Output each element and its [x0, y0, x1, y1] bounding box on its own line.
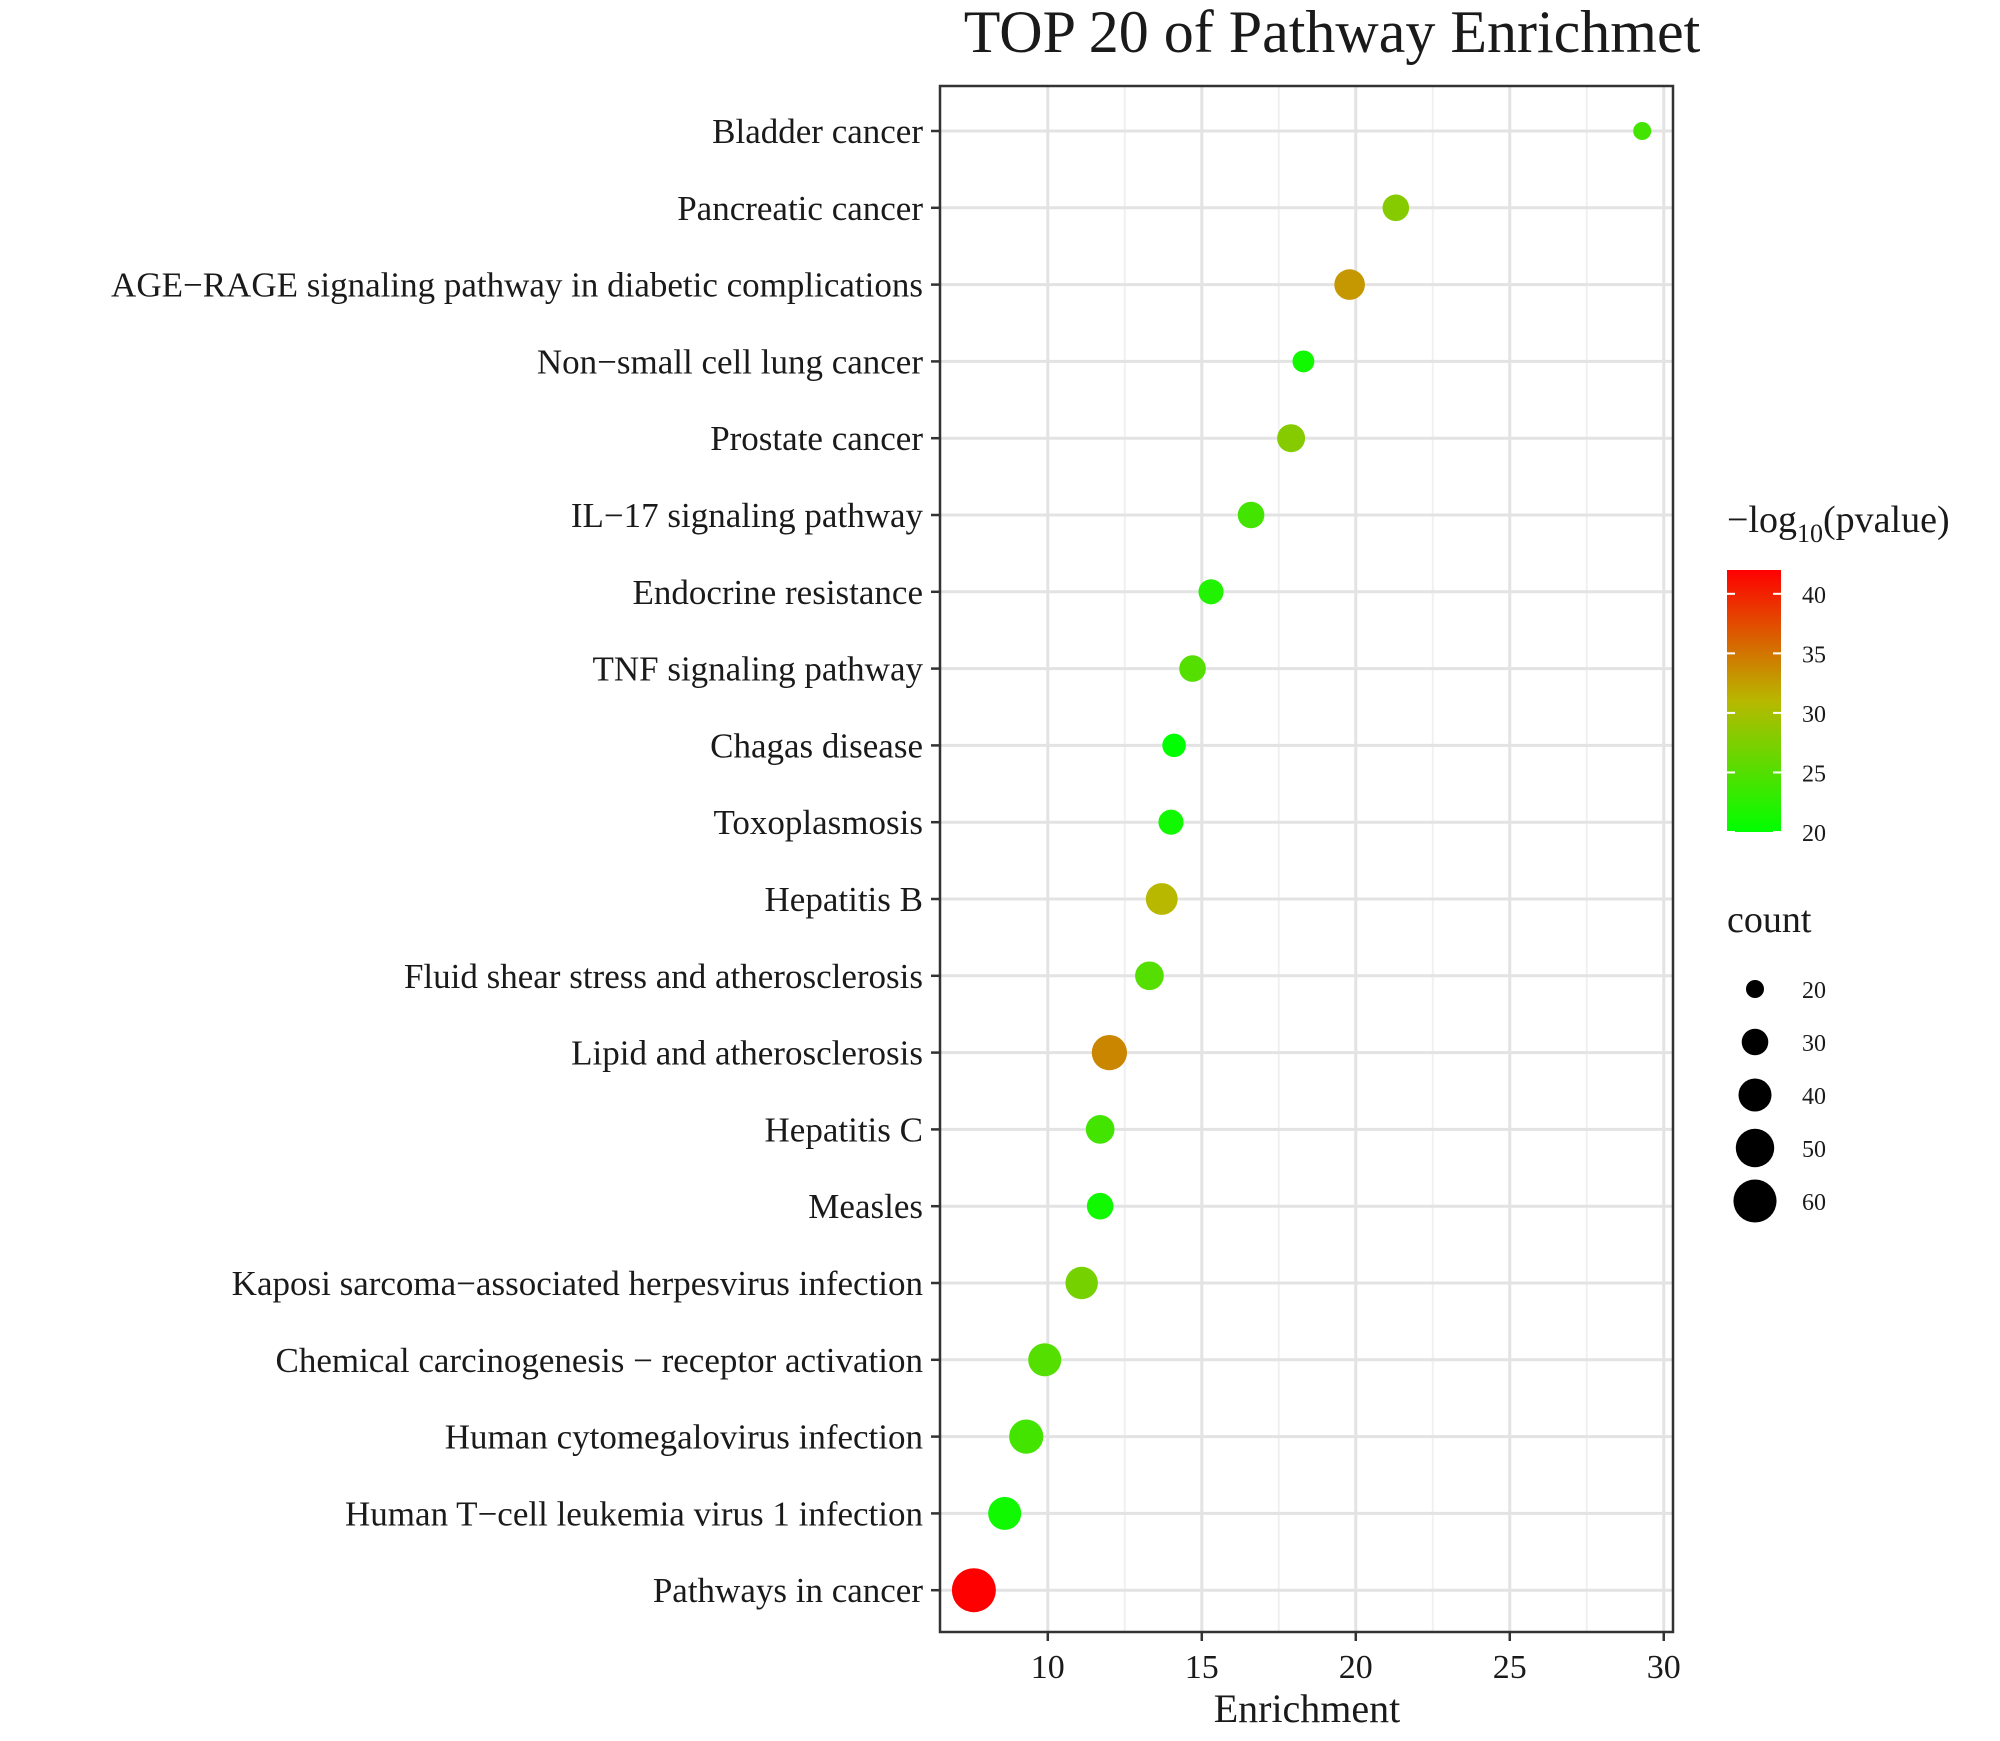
point-pathways-in-cancer: [951, 1568, 996, 1613]
category-label: Prostate cancer: [710, 419, 923, 458]
point-prostate-cancer: [1277, 424, 1306, 453]
size-legend-tick-label: 50: [1802, 1137, 1826, 1163]
grid-layer: [940, 86, 1673, 1632]
category-label: Chemical carcinogenesis − receptor activ…: [275, 1341, 923, 1380]
x-tick-label: 20: [1339, 1649, 1373, 1686]
size-legend-tick-label: 20: [1802, 978, 1826, 1004]
point-chemical-carcinogenesis-receptor-activation: [1028, 1343, 1062, 1377]
point-human-cytomegalovirus-infection: [1009, 1419, 1044, 1454]
category-label: Hepatitis B: [765, 880, 923, 919]
point-hepatitis-b: [1145, 883, 1178, 915]
point-toxoplasmosis: [1158, 809, 1184, 835]
size-legend-key: [1738, 1078, 1772, 1112]
category-label: Non−small cell lung cancer: [537, 342, 923, 381]
color-legend-title-prefix: −log: [1727, 499, 1797, 541]
point-pancreatic-cancer: [1382, 194, 1410, 222]
color-legend-tick-label: 35: [1802, 642, 1826, 668]
size-legend-key: [1733, 1179, 1777, 1223]
size-legend-key: [1746, 980, 1764, 998]
category-label: AGE−RAGE signaling pathway in diabetic c…: [111, 266, 923, 305]
point-age-rage-signaling-pathway-in-diabetic-complications: [1334, 269, 1365, 300]
plot-border: [938, 84, 1675, 1634]
point-chagas-disease: [1162, 733, 1186, 758]
category-label: Measles: [808, 1187, 923, 1226]
x-tick-label: 30: [1647, 1649, 1681, 1686]
color-legend-tick-label: 30: [1802, 702, 1826, 728]
category-label: Kaposi sarcoma−associated herpesvirus in…: [232, 1264, 923, 1303]
size-legend-key: [1735, 1128, 1775, 1168]
category-label: Hepatitis C: [765, 1110, 923, 1149]
category-label: Human T−cell leukemia virus 1 infection: [345, 1494, 923, 1533]
point-non-small-cell-lung-cancer: [1292, 350, 1315, 373]
category-label: Human cytomegalovirus infection: [445, 1418, 923, 1457]
size-legend: count 20 30 40 50 60: [1727, 899, 1826, 1223]
point-kaposi-sarcoma-associated-herpesvirus-infection: [1065, 1266, 1098, 1300]
category-label: Chagas disease: [710, 726, 923, 765]
point-bladder-cancer: [1633, 122, 1652, 140]
category-label: IL−17 signaling pathway: [571, 496, 924, 535]
category-label: Fluid shear stress and atherosclerosis: [404, 957, 923, 996]
color-legend-title-subscript: 10: [1797, 519, 1823, 548]
color-legend-bar: [1727, 570, 1781, 832]
point-layer: [951, 122, 1652, 1613]
chart-title: TOP 20 of Pathway Enrichmet: [964, 0, 1701, 65]
point-hepatitis-c: [1085, 1115, 1115, 1144]
x-axis-title: Enrichment: [1214, 1686, 1401, 1731]
point-measles: [1086, 1192, 1114, 1220]
point-human-t-cell-leukemia-virus-1-infection: [988, 1496, 1022, 1530]
x-tick-label: 25: [1493, 1649, 1527, 1686]
category-label: Toxoplasmosis: [713, 803, 923, 842]
x-tick-label: 10: [1031, 1649, 1065, 1686]
size-legend-title: count: [1727, 899, 1812, 941]
point-lipid-and-atherosclerosis: [1091, 1034, 1128, 1071]
axis-layer: 10 15 20 25 30 Bladder cancer Pancreatic cance…: [111, 84, 1681, 1686]
point-tnf-signaling-pathway: [1179, 655, 1206, 682]
point-endocrine-resistance: [1198, 579, 1224, 605]
size-legend-tick-label: 30: [1802, 1031, 1826, 1057]
size-legend-tick-label: 60: [1802, 1190, 1826, 1216]
point-il-17-signaling-pathway: [1237, 501, 1265, 529]
category-label: Bladder cancer: [712, 112, 923, 151]
size-legend-key: [1741, 1028, 1769, 1056]
category-label: Lipid and atherosclerosis: [571, 1034, 923, 1073]
color-legend-tick-label: 40: [1802, 583, 1826, 609]
plot-panel: [940, 86, 1673, 1632]
size-legend-tick-label: 40: [1802, 1084, 1826, 1110]
x-tick-label: 15: [1185, 1649, 1219, 1686]
color-legend: −log10(pvalue) 20 25 30 35 40: [1727, 499, 1950, 847]
category-label: Pancreatic cancer: [677, 189, 923, 228]
color-legend-title-suffix: (pvalue): [1823, 499, 1950, 541]
point-fluid-shear-stress-and-atherosclerosis: [1135, 961, 1164, 991]
color-legend-title: −log10(pvalue): [1727, 499, 1950, 548]
color-legend-tick-label: 20: [1802, 821, 1826, 847]
category-label: TNF signaling pathway: [592, 650, 923, 689]
category-label: Pathways in cancer: [653, 1571, 924, 1610]
color-legend-tick-label: 25: [1802, 761, 1826, 787]
category-label: Endocrine resistance: [632, 573, 923, 612]
